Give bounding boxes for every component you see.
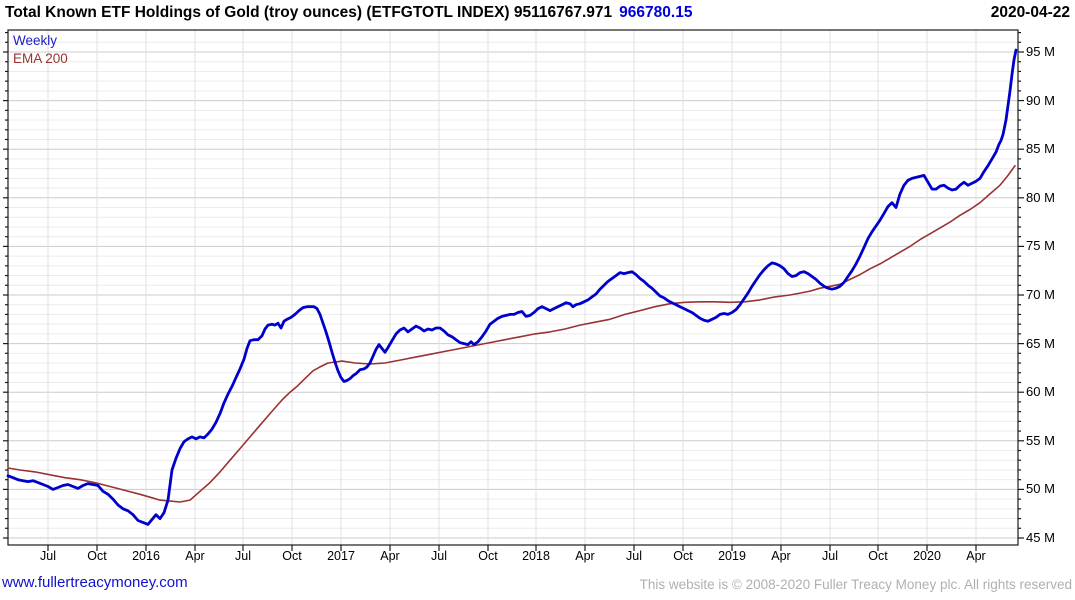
chart-title: Total Known ETF Holdings of Gold (troy o… (5, 4, 692, 22)
x-axis-label: 2017 (327, 549, 355, 563)
x-axis-label: Oct (87, 549, 107, 563)
x-axis-label: Jul (431, 549, 447, 563)
x-axis-label: Oct (673, 549, 693, 563)
y-axis-label: 80 M (1026, 189, 1055, 205)
y-axis-label: 70 M (1026, 287, 1055, 302)
x-axis-label: 2019 (718, 549, 746, 563)
x-axis-label: Oct (478, 549, 498, 563)
legend-ema-label: EMA 200 (13, 51, 68, 66)
site-url-link[interactable]: www.fullertreacymoney.com (2, 574, 188, 591)
weekly-series-line (6, 48, 1018, 526)
chart-title-value: 966780.15 (619, 4, 693, 21)
y-axis-label: 85 M (1026, 141, 1055, 157)
x-axis-label: Apr (380, 549, 400, 563)
y-axis-label: 50 M (1026, 481, 1055, 497)
x-axis-label: Jul (40, 549, 56, 563)
y-axis-label: 55 M (1026, 432, 1055, 448)
x-axis-label: Jul (822, 549, 838, 563)
x-axis-label: Apr (966, 549, 986, 563)
x-axis-label: Oct (868, 549, 888, 563)
x-axis-label: Apr (771, 549, 791, 563)
x-axis-label: 2020 (913, 549, 941, 563)
y-axis-label: 65 M (1026, 335, 1055, 351)
x-axis-label: Oct (282, 549, 302, 563)
legend-weekly-label: Weekly (13, 33, 58, 48)
x-axis-label: Apr (185, 549, 205, 563)
x-axis-label: 2018 (522, 549, 550, 563)
ema-200-series-line (7, 164, 1016, 503)
plot-border (7, 29, 1019, 546)
y-axis-label: 90 M (1026, 92, 1055, 108)
y-axis-label: 60 M (1026, 384, 1055, 400)
x-axis-label: Jul (235, 549, 251, 563)
x-axis-label: 2016 (132, 549, 160, 563)
chart-date: 2020-04-22 (990, 4, 1070, 21)
x-axis-label: Apr (575, 549, 595, 563)
x-axis-label: Jul (626, 549, 642, 563)
y-axis-label: 45 M (1026, 530, 1055, 545)
y-axis-label: 95 M (1026, 44, 1055, 59)
chart-title-text: Total Known ETF Holdings of Gold (troy o… (5, 4, 613, 21)
y-axis-label: 75 M (1026, 238, 1055, 254)
copyright-text: This website is © 2008-2020 Fuller Treac… (639, 577, 1072, 592)
